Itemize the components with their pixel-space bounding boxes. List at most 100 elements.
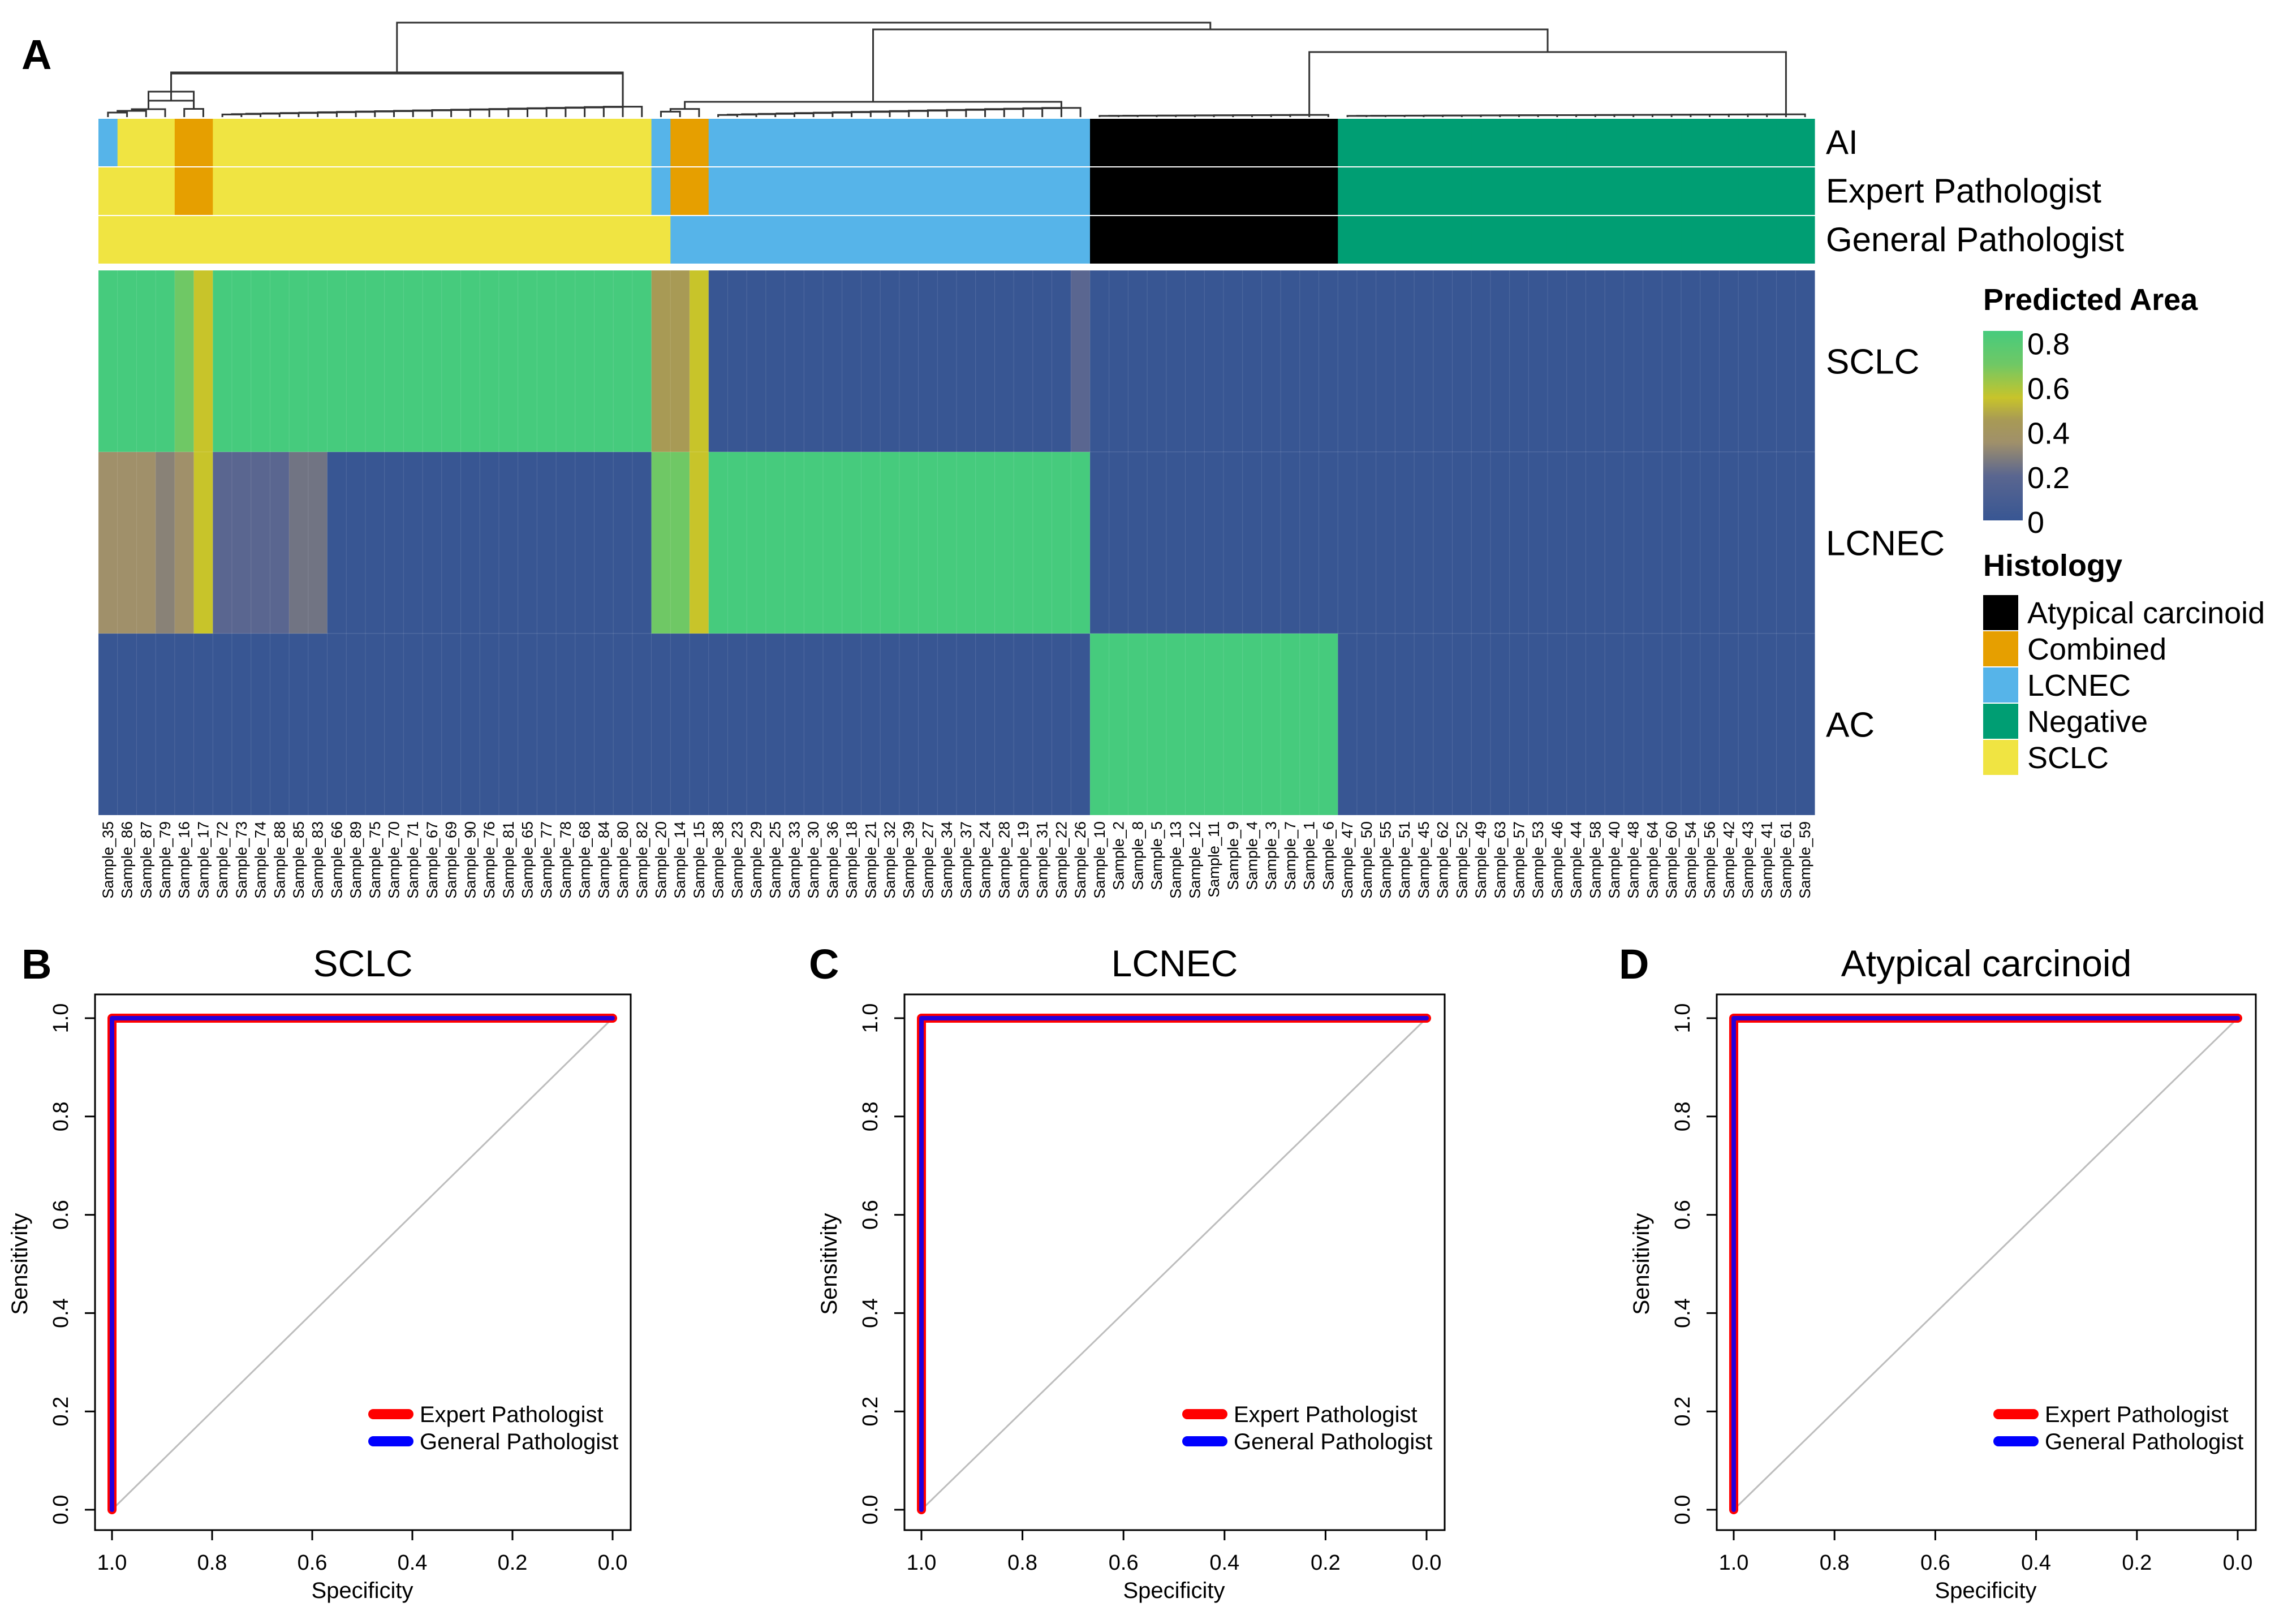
annotation-cell bbox=[1223, 216, 1243, 264]
annotation-cell bbox=[1319, 167, 1338, 215]
heatmap-cell bbox=[880, 451, 900, 634]
heatmap-cell bbox=[1471, 451, 1492, 634]
annotation-cell bbox=[1242, 119, 1262, 166]
heatmap-cell bbox=[822, 270, 843, 453]
heatmap-cell bbox=[1032, 633, 1053, 816]
annotation-cell bbox=[1795, 216, 1815, 264]
dendrogram-branch bbox=[147, 100, 195, 109]
annotation-cell bbox=[556, 167, 576, 215]
annotation-cell bbox=[1605, 119, 1625, 166]
annotation-cell bbox=[1356, 119, 1377, 166]
annotation-cell bbox=[785, 167, 804, 215]
annotation-cell bbox=[1166, 167, 1186, 215]
sample-label: Sample_83 bbox=[309, 821, 326, 899]
heatmap-cell bbox=[98, 633, 118, 816]
annotation-cell bbox=[1509, 119, 1529, 166]
sample-label: Sample_20 bbox=[652, 821, 669, 899]
heatmap-cell bbox=[1643, 451, 1663, 634]
heatmap-cell bbox=[1070, 270, 1091, 453]
dendrogram-branch bbox=[527, 107, 567, 117]
dendrogram-branch bbox=[170, 72, 624, 107]
heatmap-cell bbox=[288, 451, 309, 634]
heatmap-cell bbox=[1528, 270, 1549, 453]
annotation-cell bbox=[1204, 216, 1224, 264]
sample-label: Sample_67 bbox=[424, 821, 441, 899]
y-axis-label: Sensitivity bbox=[7, 1213, 32, 1315]
dendrogram-branch bbox=[183, 108, 204, 117]
annotation-cell bbox=[117, 119, 137, 166]
annotation-cell bbox=[747, 119, 766, 166]
x-tick-label: 0.4 bbox=[1209, 1551, 1239, 1575]
sample-label: Sample_60 bbox=[1663, 821, 1680, 899]
annotation-cell bbox=[1223, 167, 1243, 215]
annotation-cell bbox=[613, 167, 633, 215]
heatmap-cell bbox=[117, 270, 137, 453]
annotation-cell bbox=[632, 119, 652, 166]
annotation-cell bbox=[994, 216, 1014, 264]
heatmap-cell bbox=[842, 451, 862, 634]
dendrogram-branch bbox=[262, 112, 300, 117]
legend-label: Expert Pathologist bbox=[2045, 1402, 2229, 1427]
annotation-cell bbox=[1052, 167, 1071, 215]
heatmap-cell bbox=[613, 270, 634, 453]
annotation-cell bbox=[1548, 167, 1567, 215]
annotation-cell bbox=[1376, 167, 1395, 215]
annotation-cell bbox=[1395, 167, 1415, 215]
annotation-cell bbox=[1147, 119, 1167, 166]
heatmap-cell bbox=[1661, 633, 1682, 816]
heatmap-cell bbox=[1013, 451, 1033, 634]
annotation-cell bbox=[1528, 119, 1548, 166]
heatmap-cell bbox=[1776, 451, 1796, 634]
heatmap-cell bbox=[1052, 451, 1072, 634]
sample-label: Sample_86 bbox=[119, 821, 136, 899]
heatmap-cell bbox=[1718, 451, 1739, 634]
annotation-cell bbox=[842, 216, 862, 264]
heatmap-cell bbox=[384, 633, 404, 816]
annotation-cell bbox=[880, 167, 900, 215]
sample-label: Sample_45 bbox=[1415, 821, 1432, 899]
heatmap-cell bbox=[689, 451, 709, 634]
annotation-cell bbox=[174, 119, 195, 166]
sample-label: Sample_66 bbox=[328, 821, 345, 899]
heatmap-cell bbox=[1757, 451, 1777, 634]
heatmap-cell bbox=[937, 633, 958, 816]
x-tick-label: 0.4 bbox=[2021, 1551, 2051, 1575]
sample-label: Sample_61 bbox=[1777, 821, 1794, 899]
annotation-cell bbox=[251, 216, 270, 264]
annotation-cell bbox=[975, 167, 996, 215]
y-tick-label: 0.6 bbox=[1671, 1200, 1695, 1230]
sample-labels: Sample_35 Sample_86 Sample_87 Sample_79 Samp… bbox=[100, 821, 1813, 899]
scale-tick-label: 0.6 bbox=[2027, 372, 2070, 406]
heatmap-cell bbox=[498, 270, 519, 453]
heatmap-cell bbox=[1623, 633, 1644, 816]
heatmap-cell bbox=[422, 451, 442, 634]
heatmap-row-label: SCLC bbox=[1826, 343, 1919, 382]
heatmap-cell bbox=[174, 451, 195, 634]
annotation-cell bbox=[384, 119, 404, 166]
annotation-cell bbox=[727, 167, 747, 215]
heatmap-cell bbox=[842, 633, 862, 816]
heatmap-cell bbox=[346, 451, 367, 634]
histology-legend-title: Histology bbox=[1983, 549, 2122, 583]
sample-label: Sample_56 bbox=[1701, 821, 1718, 899]
sample-label: Sample_59 bbox=[1796, 821, 1813, 899]
heatmap-cell bbox=[613, 633, 634, 816]
dendrogram-branch bbox=[397, 71, 624, 107]
annotation-cell bbox=[1719, 167, 1739, 215]
heatmap-cell bbox=[785, 451, 805, 634]
heatmap-cell bbox=[1643, 633, 1663, 816]
heatmap-cell bbox=[593, 451, 614, 634]
heatmap-cell bbox=[346, 270, 367, 453]
heatmap-cell bbox=[1089, 633, 1110, 816]
histology-swatch bbox=[1983, 704, 2018, 739]
dendrogram-branch bbox=[245, 113, 281, 117]
heatmap-cell bbox=[632, 633, 652, 816]
sample-label: Sample_16 bbox=[176, 821, 193, 899]
annotation-cell bbox=[498, 167, 519, 215]
sample-label: Sample_11 bbox=[1205, 821, 1222, 898]
annotation-row-label: Expert Pathologist bbox=[1826, 172, 2101, 210]
annotation-cell bbox=[289, 216, 309, 264]
y-tick-label: 0.6 bbox=[859, 1200, 882, 1230]
sample-label: Sample_13 bbox=[1167, 821, 1184, 899]
heatmap-cell bbox=[803, 451, 824, 634]
